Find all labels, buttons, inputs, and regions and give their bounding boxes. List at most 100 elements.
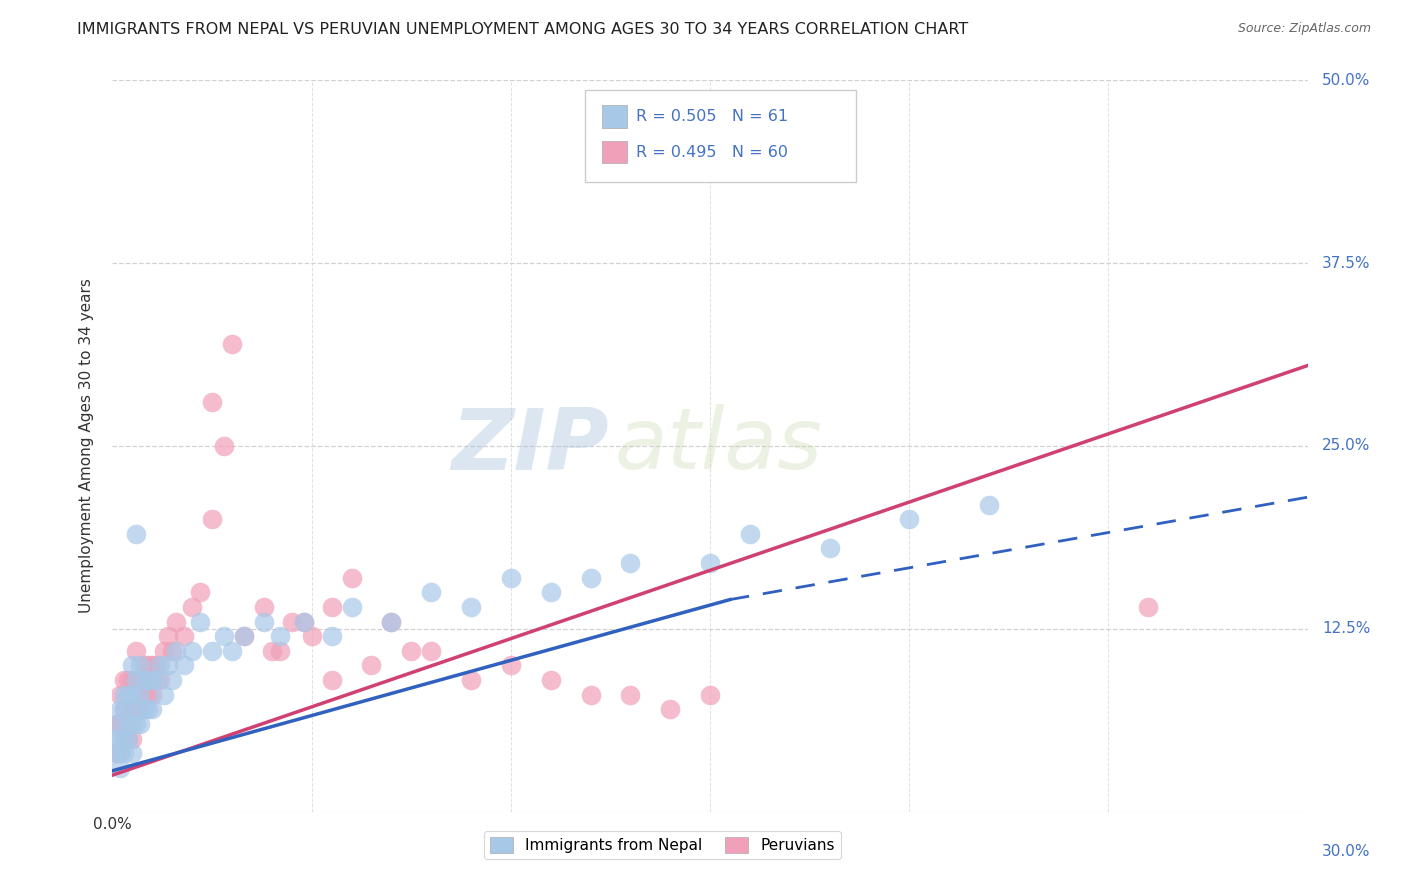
Point — [380, 615, 402, 629]
Point — [188, 585, 211, 599]
Text: IMMIGRANTS FROM NEPAL VS PERUVIAN UNEMPLOYMENT AMONG AGES 30 TO 34 YEARS CORRELA: IMMIGRANTS FROM NEPAL VS PERUVIAN UNEMPL… — [77, 22, 969, 37]
Point — [149, 673, 172, 687]
Point — [117, 673, 139, 687]
Point — [659, 702, 682, 716]
Point — [117, 731, 139, 746]
Text: ZIP: ZIP — [451, 404, 609, 488]
Point — [460, 599, 482, 614]
Point — [321, 673, 343, 687]
Point — [499, 658, 522, 673]
Point — [818, 541, 841, 556]
Point — [121, 688, 143, 702]
Point — [201, 395, 224, 409]
Point — [129, 673, 152, 687]
Point — [149, 658, 172, 673]
Point — [134, 673, 156, 687]
Point — [269, 629, 291, 643]
Point — [260, 644, 283, 658]
Point — [141, 688, 163, 702]
Point — [157, 658, 180, 673]
Point — [579, 688, 602, 702]
Point — [420, 585, 443, 599]
Y-axis label: Unemployment Among Ages 30 to 34 years: Unemployment Among Ages 30 to 34 years — [79, 278, 94, 614]
Point — [117, 731, 139, 746]
Point — [181, 599, 204, 614]
Point — [125, 673, 148, 687]
Text: R = 0.505   N = 61: R = 0.505 N = 61 — [636, 110, 787, 124]
Point — [212, 629, 235, 643]
Point — [129, 658, 152, 673]
Point — [253, 599, 276, 614]
Point — [619, 556, 641, 570]
Point — [110, 731, 132, 746]
Point — [898, 512, 921, 526]
Point — [114, 731, 135, 746]
Point — [141, 702, 163, 716]
Point — [121, 717, 143, 731]
Point — [579, 571, 602, 585]
Point — [105, 717, 128, 731]
Point — [460, 673, 482, 687]
Point — [114, 688, 135, 702]
Text: 12.5%: 12.5% — [1322, 622, 1371, 636]
Point — [699, 556, 721, 570]
Point — [138, 702, 160, 716]
Point — [212, 439, 235, 453]
Point — [110, 688, 132, 702]
Point — [157, 629, 180, 643]
Point — [110, 761, 132, 775]
Point — [165, 644, 187, 658]
Point — [125, 702, 148, 716]
Point — [129, 688, 152, 702]
Point — [121, 658, 143, 673]
Point — [129, 702, 152, 716]
Point — [321, 629, 343, 643]
Point — [121, 731, 143, 746]
Point — [110, 746, 132, 760]
Point — [121, 746, 143, 760]
Text: 25.0%: 25.0% — [1322, 439, 1371, 453]
Point — [340, 571, 363, 585]
Point — [134, 688, 156, 702]
Point — [125, 673, 148, 687]
Point — [269, 644, 291, 658]
Point — [105, 746, 128, 760]
Point — [165, 615, 187, 629]
Point — [201, 512, 224, 526]
Point — [114, 673, 135, 687]
Point — [977, 498, 1000, 512]
Point — [401, 644, 423, 658]
Point — [253, 615, 276, 629]
Point — [153, 644, 176, 658]
Point — [125, 644, 148, 658]
Point — [420, 644, 443, 658]
Point — [499, 571, 522, 585]
Point — [173, 658, 195, 673]
Point — [360, 658, 382, 673]
Point — [125, 702, 148, 716]
Text: atlas: atlas — [614, 404, 823, 488]
Point — [121, 702, 143, 716]
Point — [221, 336, 243, 351]
Point — [125, 717, 148, 731]
Point — [141, 658, 163, 673]
Point — [292, 615, 315, 629]
Point — [340, 599, 363, 614]
Point — [145, 658, 167, 673]
Point — [301, 629, 323, 643]
Point — [233, 629, 256, 643]
Point — [233, 629, 256, 643]
Point — [138, 658, 160, 673]
Point — [162, 644, 183, 658]
Point — [117, 688, 139, 702]
Point — [540, 673, 562, 687]
Point — [738, 526, 761, 541]
Point — [1137, 599, 1160, 614]
Point — [141, 673, 163, 687]
Point — [114, 702, 135, 716]
Text: Source: ZipAtlas.com: Source: ZipAtlas.com — [1237, 22, 1371, 36]
Point — [114, 702, 135, 716]
Point — [138, 688, 160, 702]
Legend: Immigrants from Nepal, Peruvians: Immigrants from Nepal, Peruvians — [484, 830, 841, 859]
Point — [153, 688, 176, 702]
